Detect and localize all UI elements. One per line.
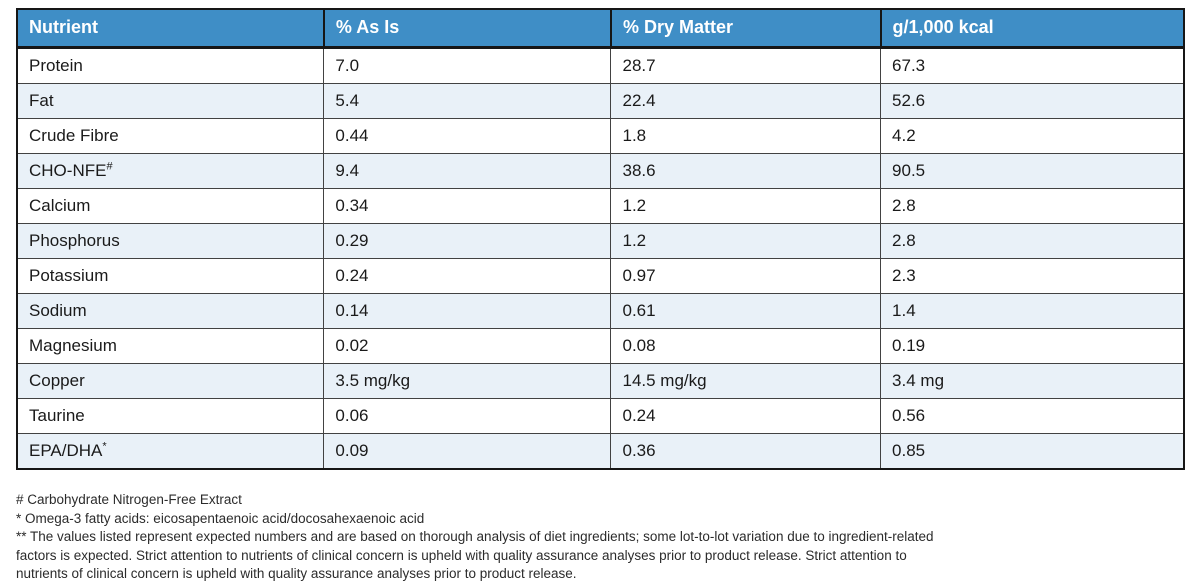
footnotes: # Carbohydrate Nitrogen-Free Extract * O… (16, 491, 961, 584)
nutrient-name: Protein (29, 56, 83, 75)
dry-matter-cell: 0.08 (610, 328, 882, 364)
nutrient-name: Taurine (29, 406, 85, 425)
g-per-1000-kcal-cell: 4.2 (880, 118, 1185, 154)
g-per-1000-kcal-cell: 1.4 (880, 293, 1185, 329)
nutrient-cell: Phosphorus (16, 223, 325, 259)
as-is-cell: 0.14 (323, 293, 612, 329)
as-is-cell: 0.02 (323, 328, 612, 364)
g-per-1000-kcal-cell: 2.8 (880, 188, 1185, 224)
nutrient-cell: Copper (16, 363, 325, 399)
as-is-cell: 0.24 (323, 258, 612, 294)
dry-matter-cell: 0.36 (610, 433, 882, 470)
nutrient-name: Sodium (29, 301, 87, 320)
table-row: Sodium 0.14 0.61 1.4 (16, 293, 1185, 329)
g-per-1000-kcal-cell: 3.4 mg (880, 363, 1185, 399)
g-per-1000-kcal-cell: 90.5 (880, 153, 1185, 189)
footnote-marker: * (102, 440, 107, 453)
dry-matter-cell: 0.97 (610, 258, 882, 294)
table-row: CHO-NFE# 9.4 38.6 90.5 (16, 153, 1185, 189)
table-body: Protein 7.0 28.7 67.3 Fat 5.4 22.4 52.6 … (16, 47, 1185, 470)
nutrient-cell: Protein (16, 47, 325, 84)
table-row: Phosphorus 0.29 1.2 2.8 (16, 223, 1185, 259)
nutrient-name: CHO-NFE (29, 161, 107, 180)
nutrient-cell: Magnesium (16, 328, 325, 364)
g-per-1000-kcal-cell: 67.3 (880, 47, 1185, 84)
nutrient-cell: Potassium (16, 258, 325, 294)
header-row: Nutrient % As Is % Dry Matter g/1,000 kc… (16, 8, 1186, 49)
nutrient-name: Magnesium (29, 336, 117, 355)
nutrient-name: EPA/DHA (29, 441, 103, 460)
nutrient-cell: CHO-NFE# (16, 153, 325, 189)
as-is-cell: 0.44 (323, 118, 612, 154)
nutrient-cell: Sodium (16, 293, 325, 329)
table-row: Calcium 0.34 1.2 2.8 (16, 188, 1185, 224)
as-is-cell: 9.4 (323, 153, 612, 189)
dry-matter-cell: 1.2 (610, 223, 882, 259)
column-header-dry-matter: % Dry Matter (609, 8, 882, 49)
dry-matter-cell: 38.6 (610, 153, 882, 189)
dry-matter-cell: 22.4 (610, 83, 882, 119)
dry-matter-cell: 0.61 (610, 293, 882, 329)
as-is-cell: 0.29 (323, 223, 612, 259)
nutrient-name: Potassium (29, 266, 109, 285)
nutrient-cell: Fat (16, 83, 325, 119)
nutrient-name: Fat (29, 91, 54, 110)
column-header-nutrient: Nutrient (16, 8, 325, 49)
as-is-cell: 0.06 (323, 398, 612, 434)
g-per-1000-kcal-cell: 0.56 (880, 398, 1185, 434)
as-is-cell: 3.5 mg/kg (323, 363, 612, 399)
as-is-cell: 7.0 (323, 47, 612, 84)
g-per-1000-kcal-cell: 2.8 (880, 223, 1185, 259)
nutrient-table: Nutrient % As Is % Dry Matter g/1,000 kc… (16, 8, 1186, 470)
table-row: Fat 5.4 22.4 52.6 (16, 83, 1185, 119)
nutrient-cell: Calcium (16, 188, 325, 224)
dry-matter-cell: 28.7 (610, 47, 882, 84)
column-header-as-is: % As Is (322, 8, 612, 49)
g-per-1000-kcal-cell: 0.19 (880, 328, 1185, 364)
nutrient-cell: Taurine (16, 398, 325, 434)
nutrient-name: Calcium (29, 196, 91, 215)
nutrient-cell: EPA/DHA* (16, 433, 325, 470)
table-row: Potassium 0.24 0.97 2.3 (16, 258, 1185, 294)
table-row: Taurine 0.06 0.24 0.56 (16, 398, 1185, 434)
footnote-cho-nfe: # Carbohydrate Nitrogen-Free Extract (16, 492, 242, 507)
dry-matter-cell: 1.8 (610, 118, 882, 154)
g-per-1000-kcal-cell: 52.6 (880, 83, 1185, 119)
nutrient-name: Phosphorus (29, 231, 120, 250)
nutrient-name: Copper (29, 371, 85, 390)
table-row: Copper 3.5 mg/kg 14.5 mg/kg 3.4 mg (16, 363, 1185, 399)
table-row: Protein 7.0 28.7 67.3 (16, 47, 1185, 84)
g-per-1000-kcal-cell: 0.85 (880, 433, 1185, 470)
dry-matter-cell: 14.5 mg/kg (610, 363, 882, 399)
as-is-cell: 0.34 (323, 188, 612, 224)
footnote-values-disclaimer: ** The values listed represent expected … (16, 529, 934, 581)
g-per-1000-kcal-cell: 2.3 (880, 258, 1185, 294)
as-is-cell: 5.4 (323, 83, 612, 119)
nutrient-name: Crude Fibre (29, 126, 119, 145)
footnote-marker: # (106, 160, 113, 173)
nutrient-cell: Crude Fibre (16, 118, 325, 154)
table-row: Crude Fibre 0.44 1.8 4.2 (16, 118, 1185, 154)
table-row: Magnesium 0.02 0.08 0.19 (16, 328, 1185, 364)
column-header-g-per-1000-kcal: g/1,000 kcal (879, 8, 1186, 49)
footnote-epa-dha: * Omega-3 fatty acids: eicosapentaenoic … (16, 510, 425, 526)
as-is-cell: 0.09 (323, 433, 612, 470)
table-row: EPA/DHA* 0.09 0.36 0.85 (16, 433, 1185, 470)
dry-matter-cell: 1.2 (610, 188, 882, 224)
dry-matter-cell: 0.24 (610, 398, 882, 434)
